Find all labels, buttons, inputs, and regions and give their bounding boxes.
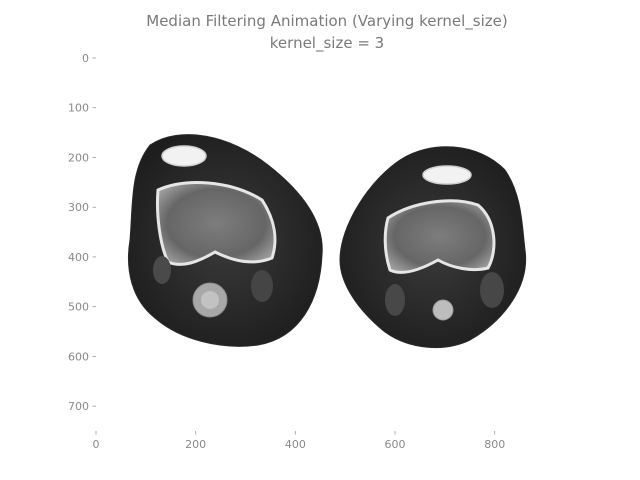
- y-tick-label: 400: [68, 251, 89, 264]
- x-tick-label: 400: [285, 438, 306, 451]
- right-patella: [422, 165, 472, 185]
- ct-image: [96, 58, 558, 431]
- chart-title: Median Filtering Animation (Varying kern…: [146, 12, 507, 31]
- right-muscle: [385, 284, 405, 316]
- left-patella: [161, 145, 207, 167]
- y-tick-label: 500: [68, 301, 89, 314]
- y-axis: 0 100 200 300 400 500 600 700: [68, 52, 96, 413]
- left-muscle: [153, 256, 171, 284]
- y-tick-label: 700: [68, 400, 89, 413]
- left-vessel-lumen: [201, 291, 219, 309]
- left-muscle-2: [251, 270, 273, 302]
- y-tick-label: 0: [82, 52, 89, 65]
- right-vessel: [432, 299, 454, 321]
- y-tick-label: 600: [68, 350, 89, 363]
- x-tick-label: 600: [385, 438, 406, 451]
- x-axis: 0 200 400 600 800: [93, 431, 505, 451]
- x-tick-label: 800: [484, 438, 505, 451]
- x-tick-label: 200: [185, 438, 206, 451]
- right-femur: [383, 199, 496, 274]
- y-tick-label: 200: [68, 151, 89, 164]
- left-femur: [156, 181, 277, 266]
- x-tick-label: 0: [93, 438, 100, 451]
- y-tick-label: 300: [68, 201, 89, 214]
- y-tick-label: 100: [68, 102, 89, 115]
- left-knee-section: [127, 134, 323, 347]
- chart-subtitle: kernel_size = 3: [270, 34, 384, 53]
- right-knee-section: [339, 146, 527, 349]
- right-muscle-2: [480, 272, 504, 308]
